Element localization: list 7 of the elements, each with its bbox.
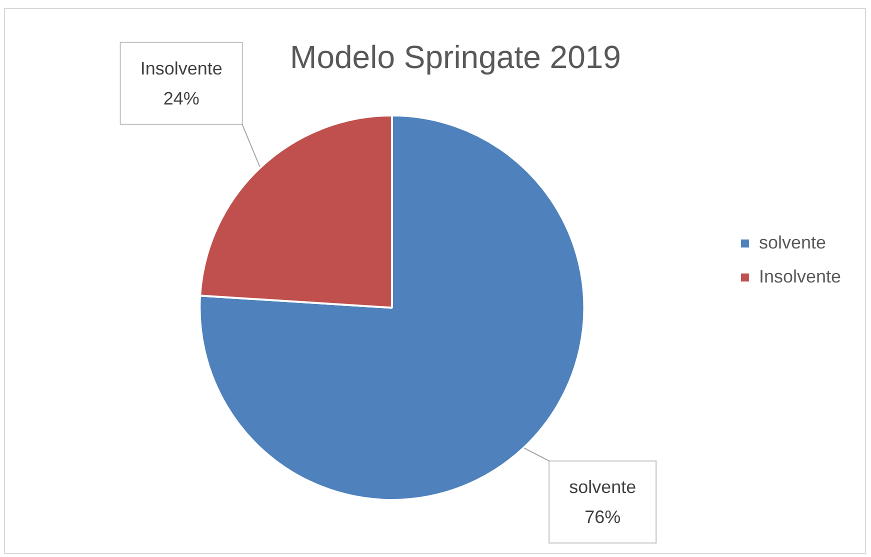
chart-title: Modelo Springate 2019 bbox=[290, 39, 621, 76]
slice-label: Insolvente bbox=[140, 58, 222, 78]
slice-label: solvente bbox=[569, 476, 636, 497]
legend-label: solvente bbox=[758, 232, 826, 252]
data-label: 76% bbox=[584, 506, 621, 527]
data-label: 24% bbox=[163, 88, 200, 108]
legend-label: Insolvente bbox=[758, 266, 842, 286]
